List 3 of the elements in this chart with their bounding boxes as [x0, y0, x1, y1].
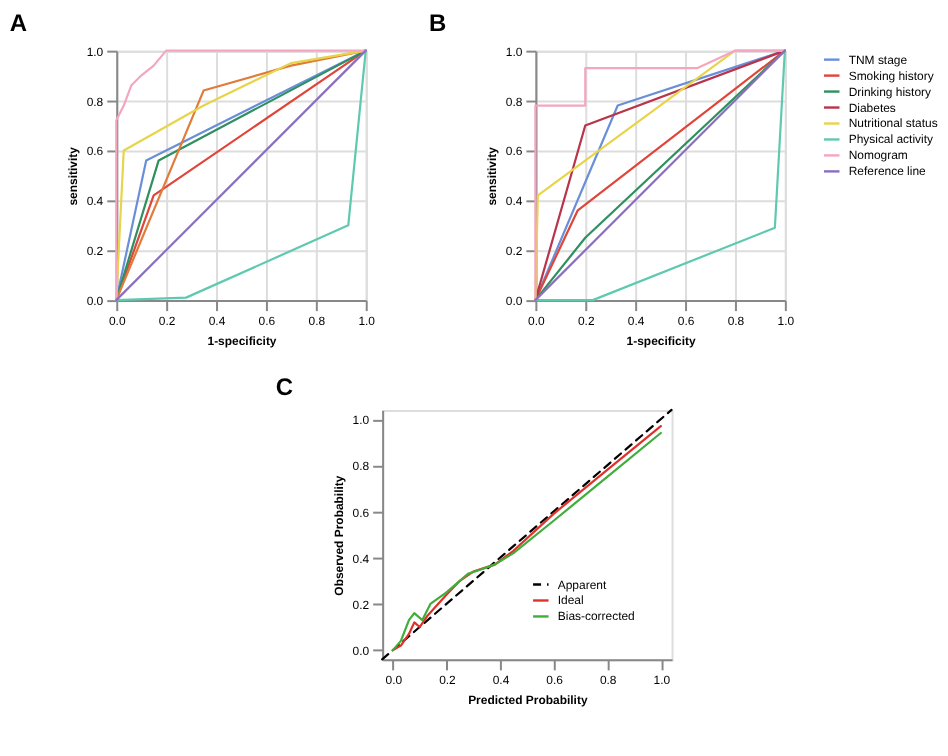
chart-title: C	[275, 372, 294, 401]
chart-title: B	[428, 8, 447, 37]
chart-title: A	[9, 8, 28, 37]
